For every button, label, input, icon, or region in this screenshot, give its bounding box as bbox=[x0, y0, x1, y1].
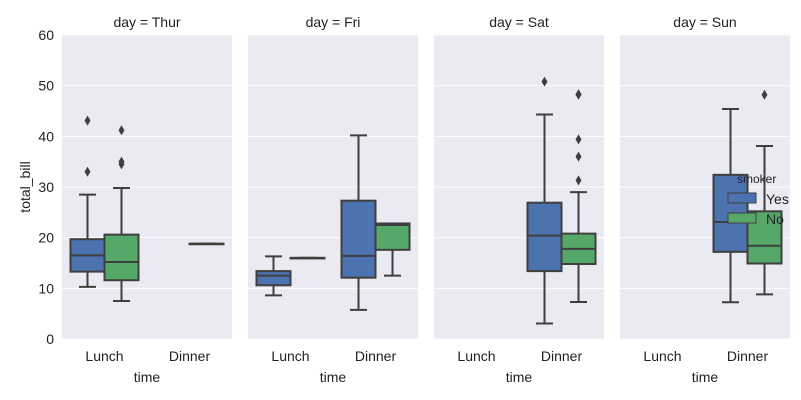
facet-sat: day = Sat Lunch Dinner time bbox=[434, 14, 604, 385]
y-tick-label: 60 bbox=[38, 27, 54, 43]
facet-fri: day = Fri Lunch Dinner time bbox=[248, 14, 418, 385]
legend-title: smoker bbox=[737, 172, 776, 186]
box-fri-lunch-no bbox=[289, 256, 326, 260]
y-tick-label: 40 bbox=[38, 128, 54, 144]
box-sat-dinner-no bbox=[560, 89, 597, 304]
legend-swatch-no bbox=[727, 212, 757, 224]
box-thur-lunch-no bbox=[103, 125, 140, 302]
outlier-point bbox=[84, 166, 91, 177]
x-axis-label: time bbox=[506, 369, 533, 385]
x-tick-label: Lunch bbox=[457, 348, 495, 364]
facet-title: day = Fri bbox=[306, 14, 361, 30]
y-tick-label: 50 bbox=[38, 78, 54, 94]
x-tick-label: Dinner bbox=[541, 348, 583, 364]
outlier-point bbox=[575, 134, 582, 145]
outlier-point bbox=[84, 115, 91, 126]
facet-title: day = Sat bbox=[489, 14, 549, 30]
facet-sun: day = Sun Lunch Dinner time bbox=[620, 14, 790, 385]
facet-thur: 0 10 20 30 40 50 60 day = Thur Lunch Dinner time bbox=[38, 14, 232, 385]
x-tick-label: Lunch bbox=[85, 348, 123, 364]
box-sat-dinner-yes bbox=[526, 76, 563, 325]
facet-title: day = Sun bbox=[673, 14, 736, 30]
x-axis-label: time bbox=[320, 369, 347, 385]
x-tick-label: Dinner bbox=[727, 348, 769, 364]
box-iqr bbox=[255, 270, 292, 287]
outlier-point bbox=[118, 156, 125, 167]
box-iqr bbox=[526, 201, 563, 273]
y-tick-label: 0 bbox=[46, 331, 54, 347]
legend-label-yes: Yes bbox=[766, 191, 789, 207]
x-tick-label: Lunch bbox=[643, 348, 681, 364]
outlier-point bbox=[575, 89, 582, 100]
outlier-point bbox=[118, 125, 125, 136]
x-axis-label: time bbox=[134, 369, 161, 385]
box-thur-lunch-yes bbox=[69, 115, 106, 288]
y-tick-label: 20 bbox=[38, 230, 54, 246]
box-thur-dinner-no bbox=[188, 242, 225, 246]
box-iqr bbox=[103, 233, 140, 282]
box-iqr bbox=[374, 222, 411, 251]
outlier-point bbox=[761, 89, 768, 100]
x-axis-label: time bbox=[692, 369, 719, 385]
legend-label-no: No bbox=[766, 211, 784, 227]
y-tick-label: 30 bbox=[38, 179, 54, 195]
legend: smoker Yes No bbox=[727, 172, 789, 227]
x-tick-label: Lunch bbox=[271, 348, 309, 364]
outlier-point bbox=[541, 76, 548, 87]
y-axis-label: total_bill bbox=[17, 161, 33, 212]
box-fri-dinner-no bbox=[374, 222, 411, 277]
outlier-point bbox=[575, 175, 582, 186]
x-tick-label: Dinner bbox=[355, 348, 397, 364]
facet-title: day = Thur bbox=[113, 14, 180, 30]
box-fri-lunch-yes bbox=[255, 255, 292, 297]
box-fri-dinner-yes bbox=[340, 134, 377, 311]
x-tick-label: Dinner bbox=[169, 348, 211, 364]
y-tick-label: 10 bbox=[38, 280, 54, 296]
box-iqr bbox=[340, 199, 377, 279]
legend-swatch-yes bbox=[727, 192, 757, 204]
outlier-point bbox=[575, 151, 582, 162]
